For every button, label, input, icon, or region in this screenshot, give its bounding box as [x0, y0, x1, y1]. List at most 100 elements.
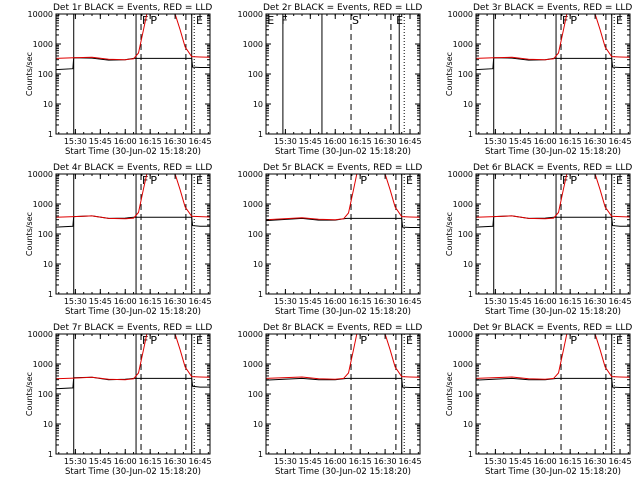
- time-marker-label-1: P: [360, 174, 367, 187]
- x-tick-label: 16:00: [534, 297, 557, 306]
- y-tick-label: 10000: [448, 330, 473, 339]
- time-marker-label-2: P: [150, 174, 157, 187]
- time-marker-label-3: E: [196, 14, 203, 27]
- x-tick-label: 16:45: [188, 297, 211, 306]
- x-tick-label: 16:15: [349, 457, 372, 466]
- x-tick-label: 16:45: [188, 457, 211, 466]
- series-line-lld: [265, 333, 421, 380]
- time-marker-label-3: S: [352, 14, 359, 27]
- series-line-lld: [55, 13, 211, 61]
- x-tick-label: 15:30: [484, 137, 507, 146]
- x-tick-label: 15:30: [64, 297, 87, 306]
- x-axis-label: Start Time (30-Jun-02 15:18:20): [485, 467, 621, 477]
- x-tick-label: 16:30: [584, 297, 607, 306]
- x-tick-label: 16:30: [374, 137, 397, 146]
- chart-title: Det 9r BLACK = Events, RED = LLD: [473, 323, 632, 333]
- series-line-events: [265, 377, 420, 388]
- x-axis-label: Start Time (30-Jun-02 15:18:20): [65, 147, 201, 157]
- x-tick-label: 16:15: [559, 137, 582, 146]
- x-tick-label: 16:00: [534, 457, 557, 466]
- y-axis-label: Counts/sec: [25, 212, 34, 256]
- x-axis-label: Start Time (30-Jun-02 15:18:20): [65, 467, 201, 477]
- y-tick-label: 10000: [238, 10, 263, 19]
- x-tick-label: 16:45: [188, 137, 211, 146]
- y-tick-label: 10000: [448, 10, 473, 19]
- x-axis-label: Start Time (30-Jun-02 15:18:20): [275, 147, 411, 157]
- x-tick-label: 15:30: [64, 457, 87, 466]
- y-tick-label: 100: [38, 230, 53, 239]
- series-line-lld: [55, 333, 211, 381]
- time-marker-label-2: P: [570, 174, 577, 187]
- y-axis-label: Counts/sec: [25, 52, 34, 96]
- x-tick-label: 16:00: [114, 297, 137, 306]
- y-tick-label: 10000: [28, 10, 53, 19]
- y-tick-label: 1000: [33, 360, 53, 369]
- time-marker-label-1: P: [570, 334, 577, 347]
- series-line-lld: [55, 173, 211, 220]
- series-line-events: [55, 215, 210, 228]
- y-tick-label: 1: [258, 130, 263, 139]
- time-marker-label-4: E: [396, 14, 403, 27]
- time-marker-label-3: E: [616, 174, 623, 187]
- series-line-events: [475, 377, 630, 388]
- time-marker-label-1: E: [267, 14, 274, 27]
- chart-title: Det 2r BLACK = Events, RED = LLD: [263, 3, 422, 13]
- y-tick-label: 10000: [28, 170, 53, 179]
- time-marker-label-3: E: [616, 14, 623, 27]
- y-tick-label: 100: [248, 70, 263, 79]
- x-tick-label: 16:00: [114, 457, 137, 466]
- chart-title: Det 3r BLACK = Events, RED = LLD: [473, 3, 632, 13]
- y-tick-label: 1: [48, 450, 53, 459]
- y-tick-label: 10: [43, 420, 53, 429]
- x-tick-label: 16:45: [398, 297, 421, 306]
- y-axis-label: Counts/sec: [25, 372, 34, 416]
- y-tick-label: 1000: [33, 40, 53, 49]
- x-tick-label: 16:30: [374, 457, 397, 466]
- x-tick-label: 15:30: [484, 297, 507, 306]
- time-marker-label-2: F: [281, 14, 287, 27]
- x-tick-label: 16:45: [398, 457, 421, 466]
- y-tick-label: 10: [253, 100, 263, 109]
- x-tick-label: 16:00: [324, 297, 347, 306]
- time-marker-label-2: P: [150, 334, 157, 347]
- x-axis-label: Start Time (30-Jun-02 15:18:20): [275, 467, 411, 477]
- x-tick-label: 15:45: [89, 137, 112, 146]
- time-marker-label-2: P: [150, 14, 157, 27]
- x-tick-label: 16:15: [139, 137, 162, 146]
- series-line-lld: [475, 333, 631, 380]
- x-tick-label: 15:30: [64, 137, 87, 146]
- chart-title: Det 8r BLACK = Events, RED = LLD: [263, 323, 422, 333]
- y-tick-label: 100: [248, 230, 263, 239]
- x-tick-label: 16:30: [374, 297, 397, 306]
- x-axis-label: Start Time (30-Jun-02 15:18:20): [275, 307, 411, 317]
- x-tick-label: 16:30: [164, 457, 187, 466]
- x-tick-label: 16:30: [584, 457, 607, 466]
- y-tick-label: 100: [458, 390, 473, 399]
- x-tick-label: 16:15: [349, 137, 372, 146]
- x-tick-label: 15:45: [89, 297, 112, 306]
- y-tick-label: 10: [463, 260, 473, 269]
- y-tick-label: 10: [43, 260, 53, 269]
- series-line-events: [475, 215, 630, 228]
- x-tick-label: 16:30: [164, 297, 187, 306]
- y-tick-label: 1: [468, 290, 473, 299]
- y-tick-label: 10000: [448, 170, 473, 179]
- x-axis-label: Start Time (30-Jun-02 15:18:20): [485, 147, 621, 157]
- y-tick-label: 1000: [453, 200, 473, 209]
- y-tick-label: 1: [468, 130, 473, 139]
- y-tick-label: 1000: [453, 360, 473, 369]
- y-tick-label: 10000: [238, 170, 263, 179]
- y-tick-label: 1: [258, 290, 263, 299]
- y-tick-label: 1: [48, 290, 53, 299]
- x-tick-label: 15:45: [89, 457, 112, 466]
- y-tick-label: 1000: [243, 200, 263, 209]
- y-tick-label: 100: [458, 230, 473, 239]
- x-tick-label: 15:30: [274, 297, 297, 306]
- series-line-lld: [265, 173, 421, 221]
